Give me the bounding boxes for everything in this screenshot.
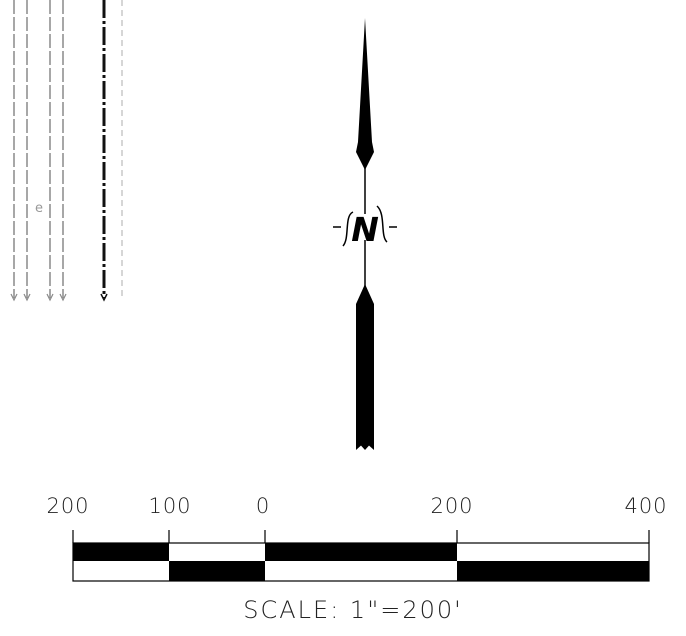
scale-seg-top-4 [457,543,649,561]
scale-caption: SCALE: 1"=200' [243,596,463,624]
scale-bar-outline [72,542,650,582]
arrow-tick-4 [59,293,67,302]
scale-seg-bottom-3 [265,561,457,581]
north-letter: N [351,210,379,249]
scale-seg-bottom-1 [73,561,169,581]
scale-seg-top-1 [73,543,169,561]
north-bracket-left [342,211,354,247]
scale-label-100: 100 [148,494,192,518]
arrow-tick-5 [100,293,108,302]
scale-label-400: 400 [624,494,668,518]
arrow-tick-2 [23,293,31,302]
scale-label-200: 200 [430,494,474,518]
scale-seg-bottom-4 [457,561,649,581]
side-plot-label: e [35,201,43,216]
survey-lines: e [10,0,123,302]
scale-bar [72,530,650,582]
arrow-tick-1 [10,293,18,302]
scale-label-0: 0 [255,494,271,518]
arrow-tick-3 [46,293,54,302]
north-arrow-tail [356,284,374,450]
north-bracket-right [376,205,388,243]
scale-seg-top-3 [265,543,457,561]
north-arrow: N [333,18,397,450]
scale-seg-top-2 [169,543,265,561]
scale-seg-bottom-2 [169,561,265,581]
scale-label-200-left: 200 [46,494,90,518]
north-arrow-top-spike [356,18,374,170]
